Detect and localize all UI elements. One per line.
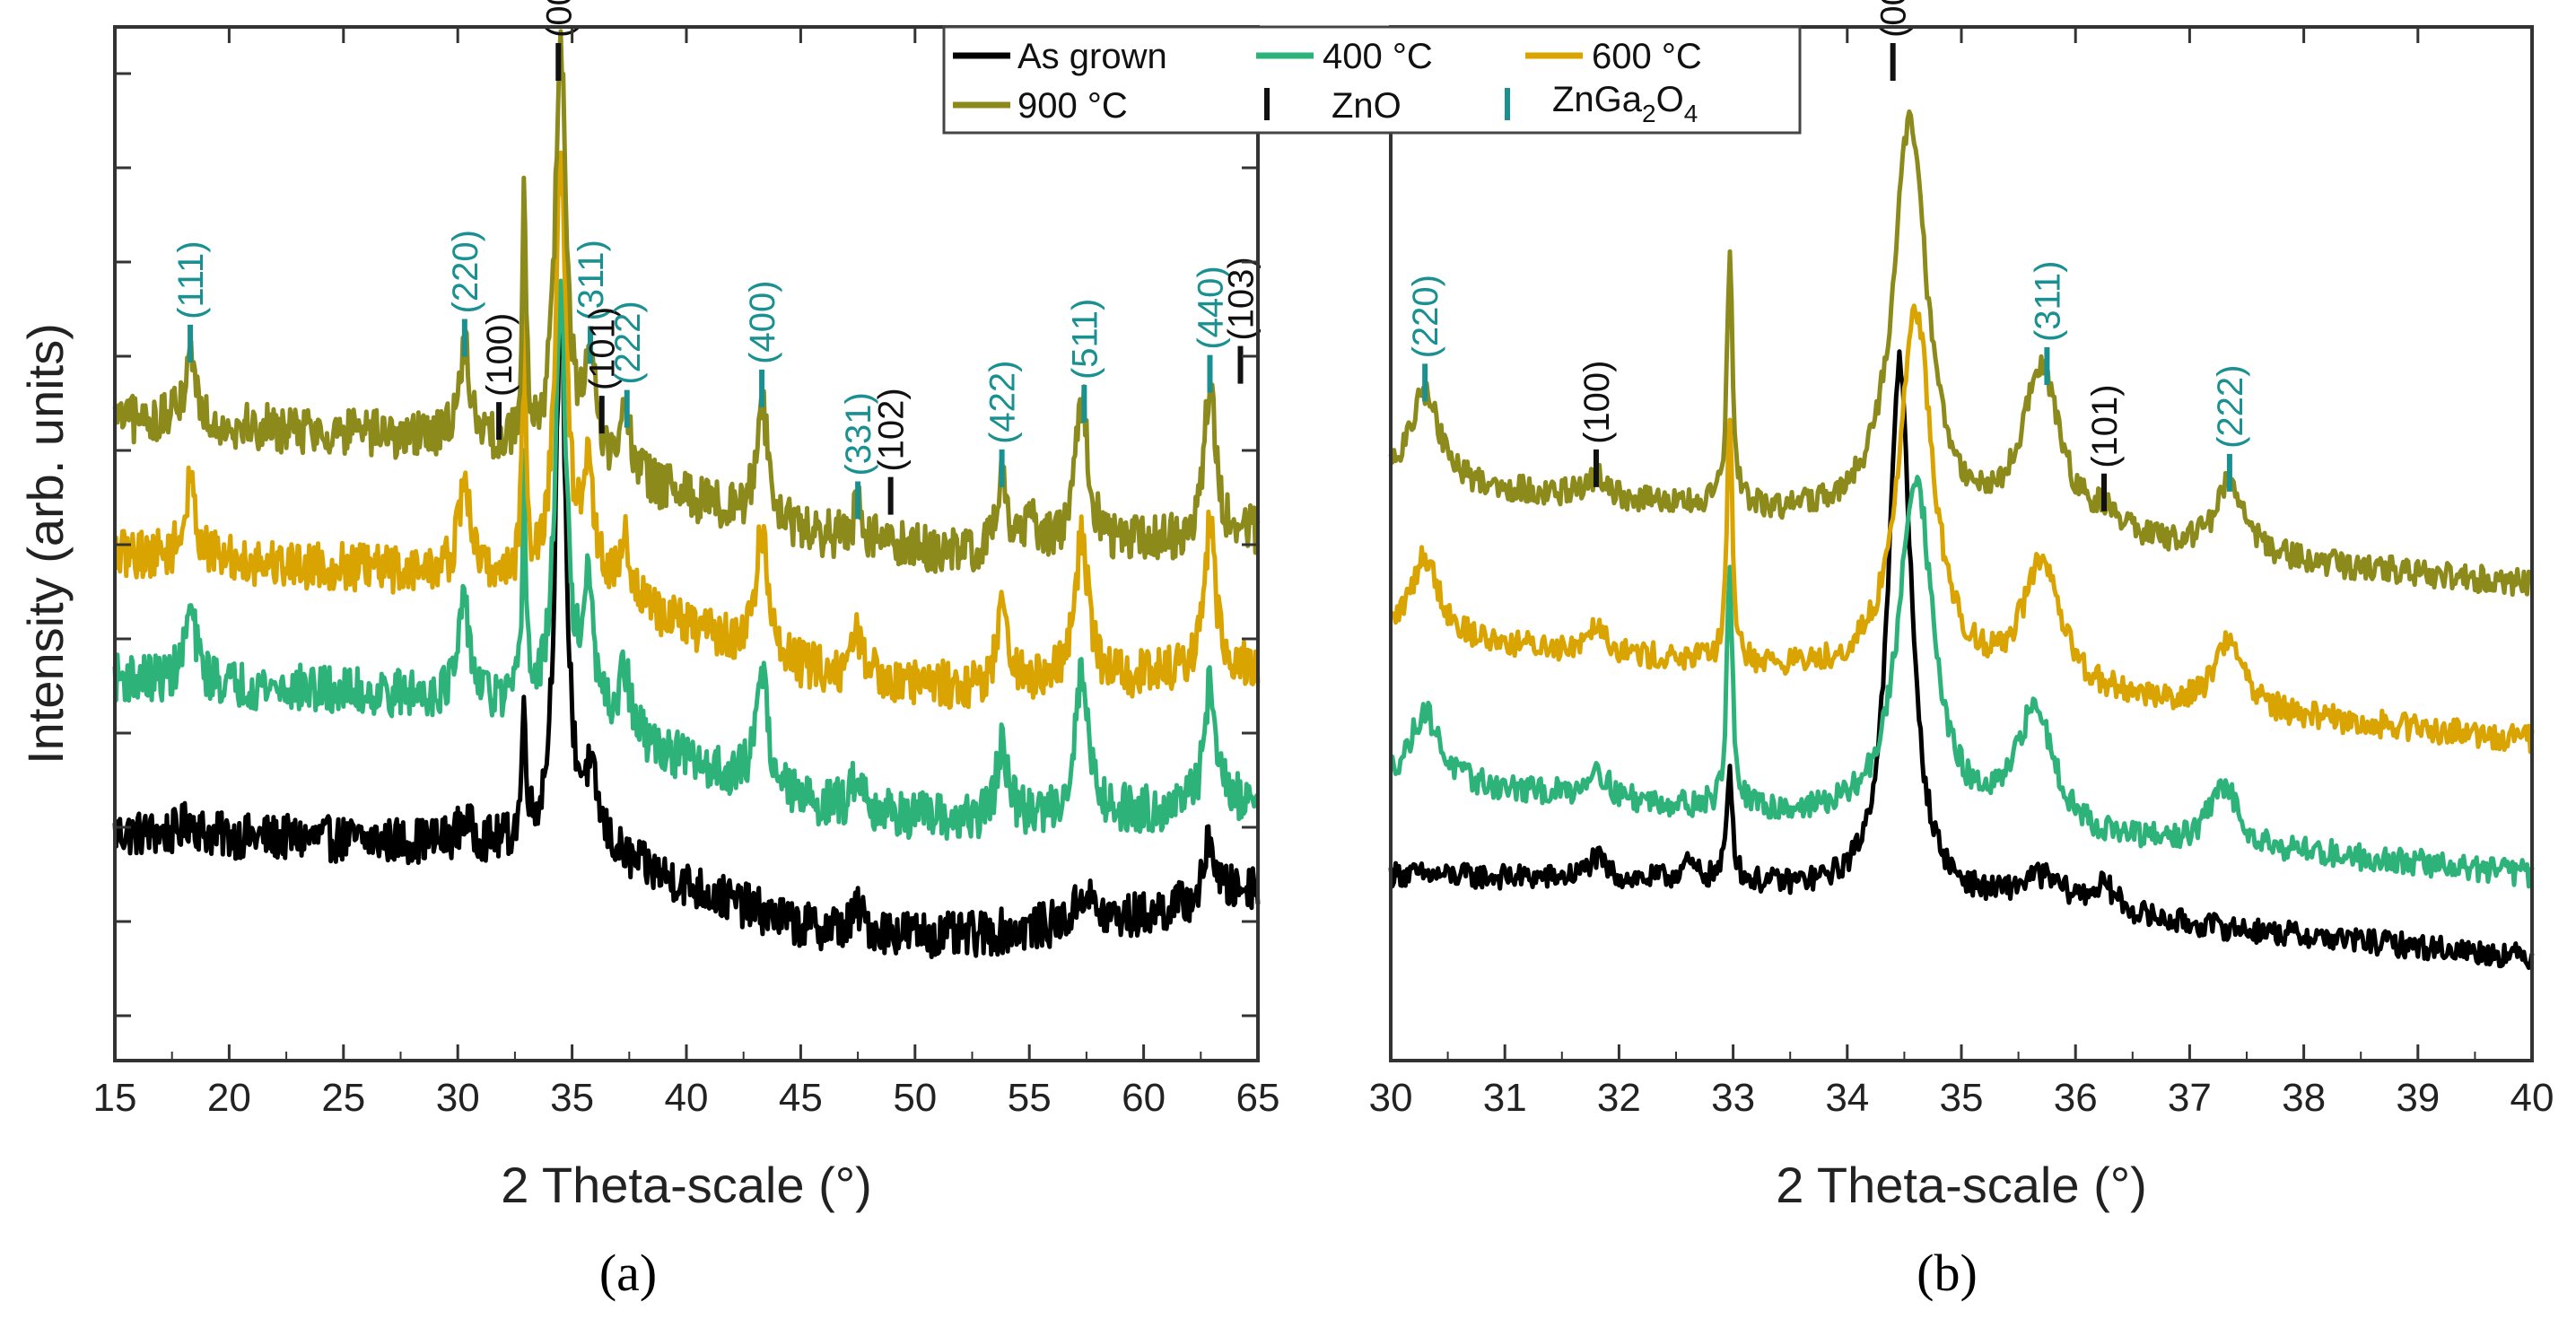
- panel-a-x-tick-label: 35: [550, 1076, 594, 1120]
- panel-b-x-tick-label: 32: [1597, 1076, 1641, 1120]
- panel-b: (220)(100)(002)(311)(101)(222) 303132333…: [1369, 0, 2554, 1302]
- panel-a-x-tick-label: 15: [93, 1076, 137, 1120]
- panel-a-x-tick-label: 65: [1236, 1076, 1280, 1120]
- panel-b-caption: (b): [1917, 1244, 1978, 1302]
- panel-a-series-group: [112, 29, 1261, 959]
- legend-label-600: 600 °C: [1592, 37, 1702, 76]
- panel-b-x-tick-label: 38: [2282, 1076, 2326, 1120]
- panel-b-series-400-c: [1388, 475, 2535, 889]
- panel-a-x-tick-label: 60: [1122, 1076, 1166, 1120]
- panel-b-series-600-c: [1388, 303, 2535, 755]
- panel-a-peak-label: (511): [1065, 299, 1105, 380]
- panel-a-peak-label: (222): [608, 301, 648, 384]
- panel-b-peak-label: (220): [1406, 275, 1445, 358]
- panel-a-series-as-grown: [112, 284, 1261, 959]
- panel-a-x-tick-label: 50: [893, 1076, 937, 1120]
- panel-a-annotations: (111)(220)(100)(002)(311)(101)(222)(400)…: [171, 0, 1261, 520]
- panel-b-peak-label: (101): [2085, 384, 2125, 467]
- panel-b-series-as-grown: [1388, 349, 2535, 970]
- panel-a-peak-label: (440): [1191, 266, 1230, 349]
- panel-a-peak-label: (101): [583, 307, 623, 390]
- panel-a-peak-label: (400): [743, 280, 782, 363]
- panel-b-annotations: (220) (100) (002) (311) (101) (222): [1406, 0, 2250, 511]
- panel-a-peak-label: (220): [446, 230, 485, 313]
- panel-b-x-tick-label: 33: [1711, 1076, 1755, 1120]
- panel-a-x-tick-label: 20: [207, 1076, 251, 1120]
- panel-b-peak-label: (100): [1577, 360, 1617, 443]
- panel-b-series-900-c: [1388, 109, 2534, 598]
- panel-b-x-tick-label: 39: [2396, 1076, 2440, 1120]
- panel-a-x-tick-label: 30: [436, 1076, 480, 1120]
- panel-b-x-tick-label: 34: [1825, 1076, 1869, 1120]
- panel-a-peak-label: (111): [171, 240, 211, 319]
- panel-a-x-axis-title: 2 Theta-scale (°): [501, 1157, 872, 1213]
- legend-box: [942, 25, 1802, 135]
- panel-a-x-tick-label: 40: [665, 1076, 709, 1120]
- panel-b-peak-label: (002): [1874, 0, 1914, 38]
- panel-a-peak-label: (103): [1221, 257, 1261, 340]
- panel-b-peak-label: (222): [2211, 365, 2250, 449]
- panel-b-x-tick-label: 31: [1483, 1076, 1527, 1120]
- panel-a-peak-label: (102): [872, 388, 912, 471]
- panel-a: (111)(220)(100)(002)(311)(101)(222)(400)…: [17, 0, 1279, 1302]
- panel-a-series-900-c: [112, 29, 1261, 574]
- panel-b-x-tick-label: 40: [2511, 1076, 2554, 1120]
- panel-a-series-400-c: [112, 278, 1260, 841]
- legend-label-900: 900 °C: [1017, 86, 1128, 126]
- panel-b-x-tick-label: 36: [2054, 1076, 2098, 1120]
- panel-a-caption: (a): [599, 1244, 657, 1302]
- legend-label-znga2o4: ZnGa2O4: [1552, 80, 1698, 127]
- panel-b-series-group: [1388, 109, 2535, 970]
- panel-a-y-axis-title: Intensity (arb. units): [17, 323, 74, 764]
- panel-b-x-tick-label: 37: [2168, 1076, 2212, 1120]
- panel-a-peak-label: (331): [839, 392, 878, 476]
- panel-a-peak-label: (311): [572, 240, 611, 320]
- panel-a-peak-label: (100): [480, 313, 520, 397]
- legend-label-as-grown: As grown: [1017, 37, 1167, 76]
- panel-a-series-600-c: [112, 150, 1261, 711]
- panel-a-x-tick-label: 25: [321, 1076, 365, 1120]
- legend: As grown 400 °C 600 °C 900 °C ZnO ZnGa2O…: [942, 25, 1802, 135]
- panel-b-peak-label: (311): [2028, 261, 2067, 342]
- panel-a-x-tick-label: 45: [779, 1076, 823, 1120]
- panel-b-x-tick-label: 30: [1369, 1076, 1413, 1120]
- panel-b-x-ticks: 30 31 32 33 34 35 36 37 38 39 40: [1369, 27, 2554, 1120]
- legend-label-400: 400 °C: [1323, 37, 1433, 76]
- panel-b-x-axis-title: 2 Theta-scale (°): [1776, 1157, 2147, 1213]
- legend-label-zno: ZnO: [1332, 86, 1402, 126]
- panel-b-x-tick-label: 35: [1940, 1076, 1984, 1120]
- panel-a-peak-label: (422): [983, 361, 1023, 444]
- panel-a-x-tick-label: 55: [1008, 1076, 1052, 1120]
